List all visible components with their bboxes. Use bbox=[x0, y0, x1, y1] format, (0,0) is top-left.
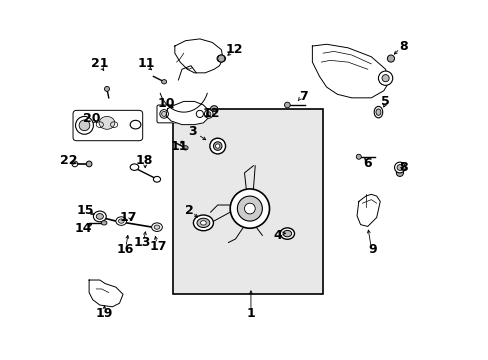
Ellipse shape bbox=[280, 228, 294, 239]
FancyBboxPatch shape bbox=[73, 111, 142, 141]
Polygon shape bbox=[165, 102, 208, 125]
Ellipse shape bbox=[200, 221, 206, 225]
Text: 15: 15 bbox=[77, 204, 94, 217]
Ellipse shape bbox=[204, 110, 213, 118]
Text: 4: 4 bbox=[272, 229, 281, 242]
Ellipse shape bbox=[215, 144, 220, 148]
Ellipse shape bbox=[153, 176, 160, 182]
Ellipse shape bbox=[381, 75, 388, 82]
Text: 22: 22 bbox=[60, 154, 77, 167]
Text: 19: 19 bbox=[96, 307, 113, 320]
FancyBboxPatch shape bbox=[157, 105, 203, 123]
Text: 17: 17 bbox=[149, 240, 166, 253]
Text: 8: 8 bbox=[398, 161, 407, 174]
Text: 1: 1 bbox=[246, 307, 255, 320]
Bar bbox=[173, 109, 323, 294]
Ellipse shape bbox=[206, 112, 210, 116]
Text: 5: 5 bbox=[381, 95, 389, 108]
Ellipse shape bbox=[196, 111, 203, 117]
Ellipse shape bbox=[283, 230, 291, 237]
Text: 9: 9 bbox=[367, 243, 376, 256]
Ellipse shape bbox=[183, 146, 188, 150]
Ellipse shape bbox=[210, 106, 217, 111]
Text: 11: 11 bbox=[137, 57, 155, 71]
Ellipse shape bbox=[162, 111, 166, 116]
Ellipse shape bbox=[396, 165, 402, 170]
Text: 12: 12 bbox=[203, 107, 220, 120]
Text: 18: 18 bbox=[135, 154, 152, 167]
Ellipse shape bbox=[101, 221, 107, 225]
Ellipse shape bbox=[118, 219, 124, 223]
Ellipse shape bbox=[99, 116, 115, 129]
Text: 14: 14 bbox=[74, 222, 92, 235]
Ellipse shape bbox=[72, 161, 78, 167]
Ellipse shape bbox=[75, 116, 93, 134]
Ellipse shape bbox=[154, 225, 160, 229]
Text: 6: 6 bbox=[363, 157, 371, 170]
Ellipse shape bbox=[160, 110, 168, 118]
Ellipse shape bbox=[373, 107, 382, 118]
Ellipse shape bbox=[197, 218, 209, 228]
Ellipse shape bbox=[79, 120, 90, 131]
Ellipse shape bbox=[386, 55, 394, 62]
Ellipse shape bbox=[356, 154, 361, 159]
Polygon shape bbox=[312, 44, 388, 98]
Ellipse shape bbox=[151, 223, 162, 231]
Ellipse shape bbox=[93, 211, 106, 222]
Text: 3: 3 bbox=[188, 125, 197, 138]
Ellipse shape bbox=[378, 71, 392, 85]
Text: 20: 20 bbox=[82, 112, 100, 125]
Ellipse shape bbox=[375, 109, 380, 115]
Text: 7: 7 bbox=[299, 90, 307, 103]
Polygon shape bbox=[175, 39, 223, 73]
Text: 10: 10 bbox=[157, 97, 174, 110]
Ellipse shape bbox=[193, 215, 213, 231]
Ellipse shape bbox=[162, 80, 166, 84]
Ellipse shape bbox=[104, 86, 109, 91]
Ellipse shape bbox=[130, 164, 139, 170]
Ellipse shape bbox=[284, 102, 290, 108]
Text: 11: 11 bbox=[170, 140, 188, 153]
Ellipse shape bbox=[244, 203, 255, 214]
Ellipse shape bbox=[209, 138, 225, 154]
Ellipse shape bbox=[86, 161, 92, 167]
Ellipse shape bbox=[217, 55, 224, 62]
Text: 13: 13 bbox=[134, 236, 151, 249]
Ellipse shape bbox=[230, 189, 269, 228]
Text: 17: 17 bbox=[120, 211, 137, 224]
Text: 8: 8 bbox=[398, 40, 407, 53]
Text: 21: 21 bbox=[91, 57, 108, 71]
Ellipse shape bbox=[96, 213, 103, 219]
Ellipse shape bbox=[237, 196, 262, 221]
Text: 16: 16 bbox=[116, 243, 133, 256]
Ellipse shape bbox=[213, 142, 222, 150]
Ellipse shape bbox=[217, 55, 225, 62]
Ellipse shape bbox=[130, 120, 141, 129]
Ellipse shape bbox=[394, 162, 405, 173]
Text: 12: 12 bbox=[225, 43, 243, 56]
Text: 2: 2 bbox=[184, 204, 193, 217]
Ellipse shape bbox=[116, 217, 126, 225]
Ellipse shape bbox=[395, 169, 403, 176]
